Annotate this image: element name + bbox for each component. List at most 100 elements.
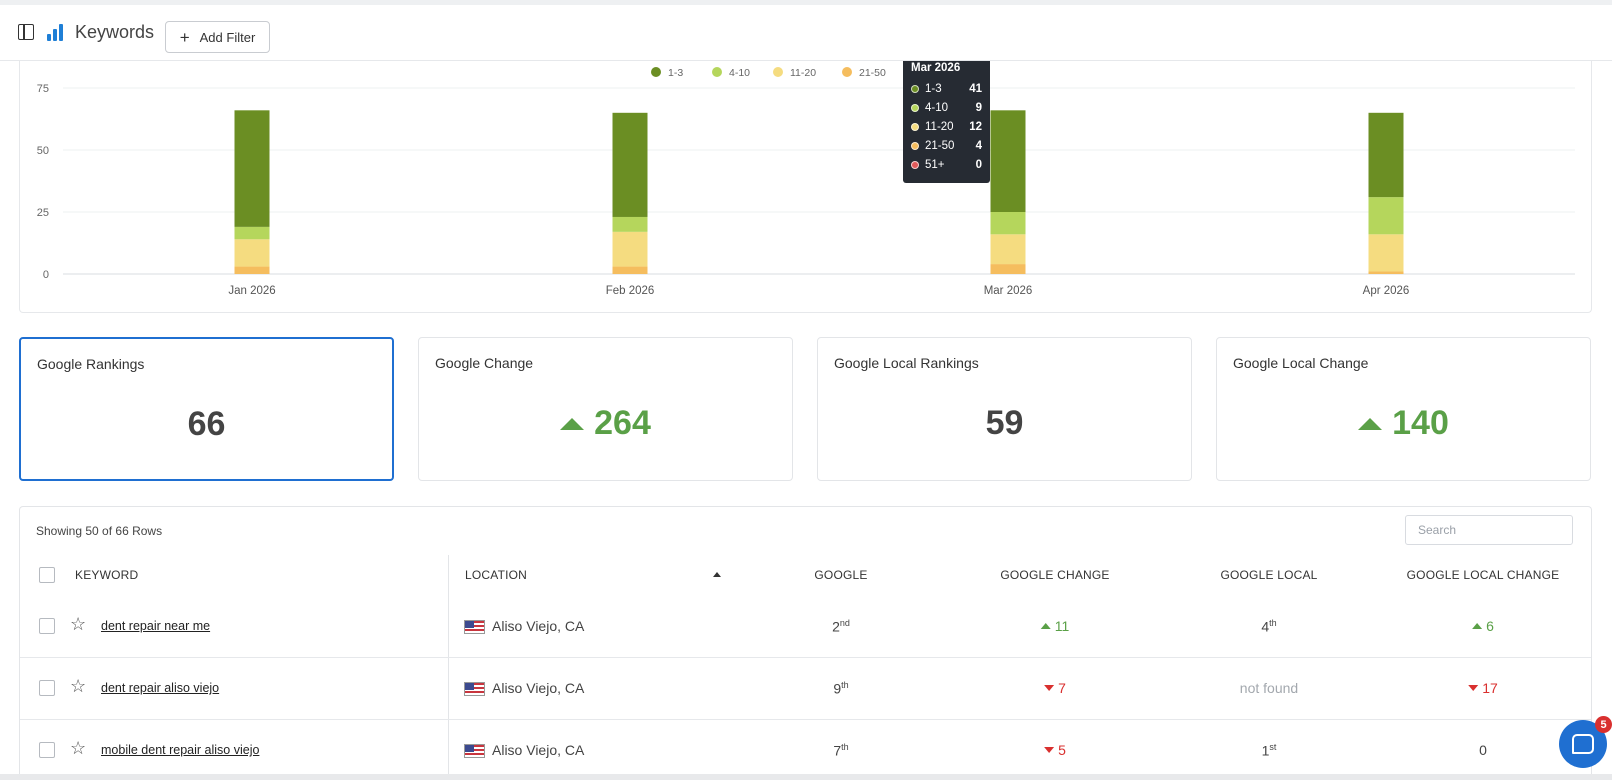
bar-segment — [1368, 271, 1404, 274]
tooltip-label: 11-20 — [925, 120, 954, 133]
keyword-link[interactable]: dent repair near me — [101, 619, 211, 633]
google-local-rank: not found — [1239, 680, 1299, 696]
horizontal-scrollbar[interactable] — [0, 774, 1612, 780]
stat-card-google-local-rankings[interactable]: Google Local Rankings 59 — [817, 337, 1192, 481]
us-flag-icon — [464, 620, 485, 634]
tooltip-row: 1-3 41 — [911, 79, 982, 98]
bar-segment — [612, 112, 648, 217]
sort-ascending-icon[interactable] — [713, 572, 721, 577]
tooltip-dot — [911, 103, 919, 112]
bar-segment — [234, 266, 270, 274]
x-tick-label: Jan 2026 — [228, 285, 275, 297]
search-input[interactable] — [1405, 515, 1573, 545]
bar-segment — [234, 110, 270, 227]
google-local-change: 6 — [1472, 618, 1494, 634]
tooltip-title: Mar 2026 — [911, 62, 961, 74]
sidebar-toggle-icon[interactable] — [18, 24, 34, 40]
table-row: ☆ mobile dent repair aliso viejo Aliso V… — [20, 720, 1591, 780]
legend-dot — [842, 67, 852, 77]
keyword-link[interactable]: dent repair aliso viejo — [101, 681, 220, 695]
stat-card-google-rankings[interactable]: Google Rankings 66 — [19, 337, 394, 481]
stat-card-google-change[interactable]: Google Change 264 — [418, 337, 793, 481]
star-icon[interactable]: ☆ — [70, 738, 87, 758]
plus-icon: + — [179, 27, 190, 47]
row-checkbox[interactable] — [39, 742, 55, 758]
stat-number: 264 — [594, 404, 651, 442]
y-tick-label: 25 — [37, 207, 49, 219]
us-flag-icon — [464, 744, 485, 758]
column-header-google-change[interactable]: GOOGLE CHANGE — [1000, 568, 1110, 582]
stat-label: Google Local Change — [1233, 355, 1369, 371]
change-number: 7 — [1058, 680, 1066, 696]
star-icon[interactable]: ☆ — [70, 614, 87, 634]
bar-segment — [612, 266, 648, 274]
google-local-rank: 1st — [1262, 742, 1277, 759]
rank-suffix: nd — [839, 618, 850, 628]
stat-value: 59 — [818, 404, 1191, 443]
tooltip-row: 4-10 9 — [911, 98, 982, 117]
triangle-down-icon — [1044, 685, 1055, 691]
keyword-link[interactable]: mobile dent repair aliso viejo — [101, 743, 260, 757]
select-all-checkbox[interactable] — [39, 567, 55, 583]
page-title: Keywords — [75, 22, 155, 42]
tooltip-row: 51+ 0 — [911, 155, 982, 174]
triangle-up-icon — [1472, 623, 1483, 629]
google-change: 7 — [1044, 680, 1066, 696]
change-number: 6 — [1486, 618, 1494, 634]
tooltip-label: 21-50 — [925, 139, 955, 152]
location-text: Aliso Viejo, CA — [492, 680, 585, 696]
bar-chart-icon — [47, 24, 63, 41]
triangle-down-icon — [1044, 747, 1055, 753]
google-local-change: 17 — [1468, 680, 1498, 696]
rank-number: 1 — [1261, 742, 1270, 759]
star-icon[interactable]: ☆ — [70, 676, 87, 696]
rows-count: Showing 50 of 66 Rows — [36, 524, 163, 538]
location-text: Aliso Viejo, CA — [492, 742, 585, 758]
rank-number: 4 — [1261, 618, 1270, 635]
stat-value: 264 — [419, 404, 792, 443]
x-tick-label: Apr 2026 — [1363, 285, 1410, 297]
column-header-google-local[interactable]: GOOGLE LOCAL — [1220, 568, 1318, 582]
stat-label: Google Rankings — [37, 356, 145, 372]
column-header-google-local-change[interactable]: GOOGLE LOCAL CHANGE — [1406, 568, 1560, 582]
bar-segment — [234, 239, 270, 267]
tooltip-row: 11-20 12 — [911, 117, 982, 136]
legend-dot — [651, 67, 661, 77]
google-rank: 7th — [833, 742, 848, 759]
tooltip-dot — [911, 122, 919, 131]
x-tick-label: Mar 2026 — [984, 285, 1033, 297]
stat-label: Google Change — [435, 355, 534, 371]
rank-suffix: st — [1269, 742, 1277, 752]
bar-segment — [612, 231, 648, 267]
stat-value: 66 — [21, 405, 392, 444]
tooltip-dot — [911, 141, 919, 150]
column-header-google[interactable]: GOOGLE — [814, 568, 868, 582]
bar-segment — [1368, 112, 1404, 198]
triangle-up-icon — [1040, 623, 1051, 629]
legend-dot — [712, 67, 722, 77]
bar-segment — [990, 264, 1026, 274]
add-filter-label: Add Filter — [199, 29, 256, 45]
bar-segment — [990, 212, 1026, 235]
row-checkbox[interactable] — [39, 680, 55, 696]
tooltip-dot — [911, 84, 919, 93]
google-local-change: 0 — [1479, 742, 1487, 758]
column-header-keyword[interactable]: KEYWORD — [75, 568, 139, 582]
triangle-down-icon — [1468, 685, 1479, 691]
bar-segment — [990, 234, 1026, 265]
rankings-chart: 0 25 50 75 Jan 2026 Feb 2026 Mar 2026 Apr 2026 1… — [37, 67, 1575, 297]
stat-card-google-local-change[interactable]: Google Local Change 140 — [1216, 337, 1591, 481]
change-number: 17 — [1482, 680, 1498, 696]
add-filter-button[interactable]: + Add Filter — [165, 21, 270, 53]
bar-segment — [234, 226, 270, 240]
tooltip-value: 41 — [969, 82, 982, 95]
table-row: ☆ dent repair near me Aliso Viejo, CA 2n… — [20, 596, 1591, 658]
stat-number: 59 — [985, 404, 1024, 442]
column-header-location[interactable]: LOCATION — [465, 568, 528, 582]
row-checkbox[interactable] — [39, 618, 55, 634]
tooltip-value: 12 — [969, 120, 982, 133]
google-rank: 2nd — [832, 618, 850, 635]
y-tick-label: 50 — [37, 145, 49, 157]
google-change: 11 — [1040, 618, 1069, 634]
tooltip-label: 1-3 — [925, 82, 942, 95]
